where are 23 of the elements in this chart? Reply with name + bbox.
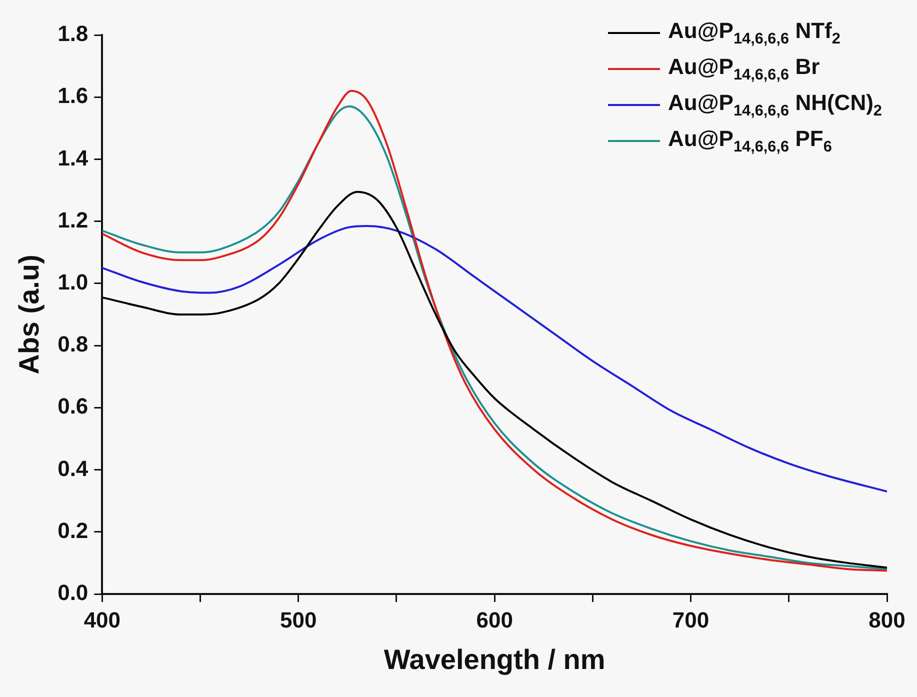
y-tick-label: 0.6	[58, 394, 88, 419]
y-tick-label: 0.8	[58, 332, 88, 357]
y-axis-title: Abs (a.u)	[14, 254, 45, 374]
x-tick-label: 600	[476, 607, 513, 632]
x-tick-label: 800	[868, 607, 906, 632]
x-tick-label: 500	[280, 607, 317, 632]
x-tick-label: 700	[672, 607, 710, 632]
line-series	[102, 224, 887, 493]
x-axis-title: Wavelength / nm	[384, 644, 606, 675]
y-tick-label: 1.2	[58, 207, 88, 232]
line-series	[102, 190, 887, 569]
legend-label: Au@P$_{14,6,6,6}$ Br	[668, 54, 820, 84]
legend-label: Au@P$_{14,6,6,6}$ NH(CN)$_{2}$	[668, 90, 882, 120]
legend-label: Au@P$_{14,6,6,6}$ PF$_{6}$	[668, 126, 832, 156]
legend-label: Au@P$_{14,6,6,6}$ NTf$_{2}$	[668, 18, 840, 48]
y-tick-label: 1.0	[58, 270, 88, 295]
y-tick-label: 1.4	[58, 145, 89, 170]
y-tick-label: 0.0	[58, 580, 88, 606]
x-tick-label: 400	[84, 607, 121, 632]
y-tick-label: 0.2	[58, 518, 88, 543]
y-tick-label: 1.8	[58, 21, 88, 46]
y-tick-label: 1.6	[58, 83, 88, 108]
y-tick-label: 0.4	[58, 456, 89, 481]
